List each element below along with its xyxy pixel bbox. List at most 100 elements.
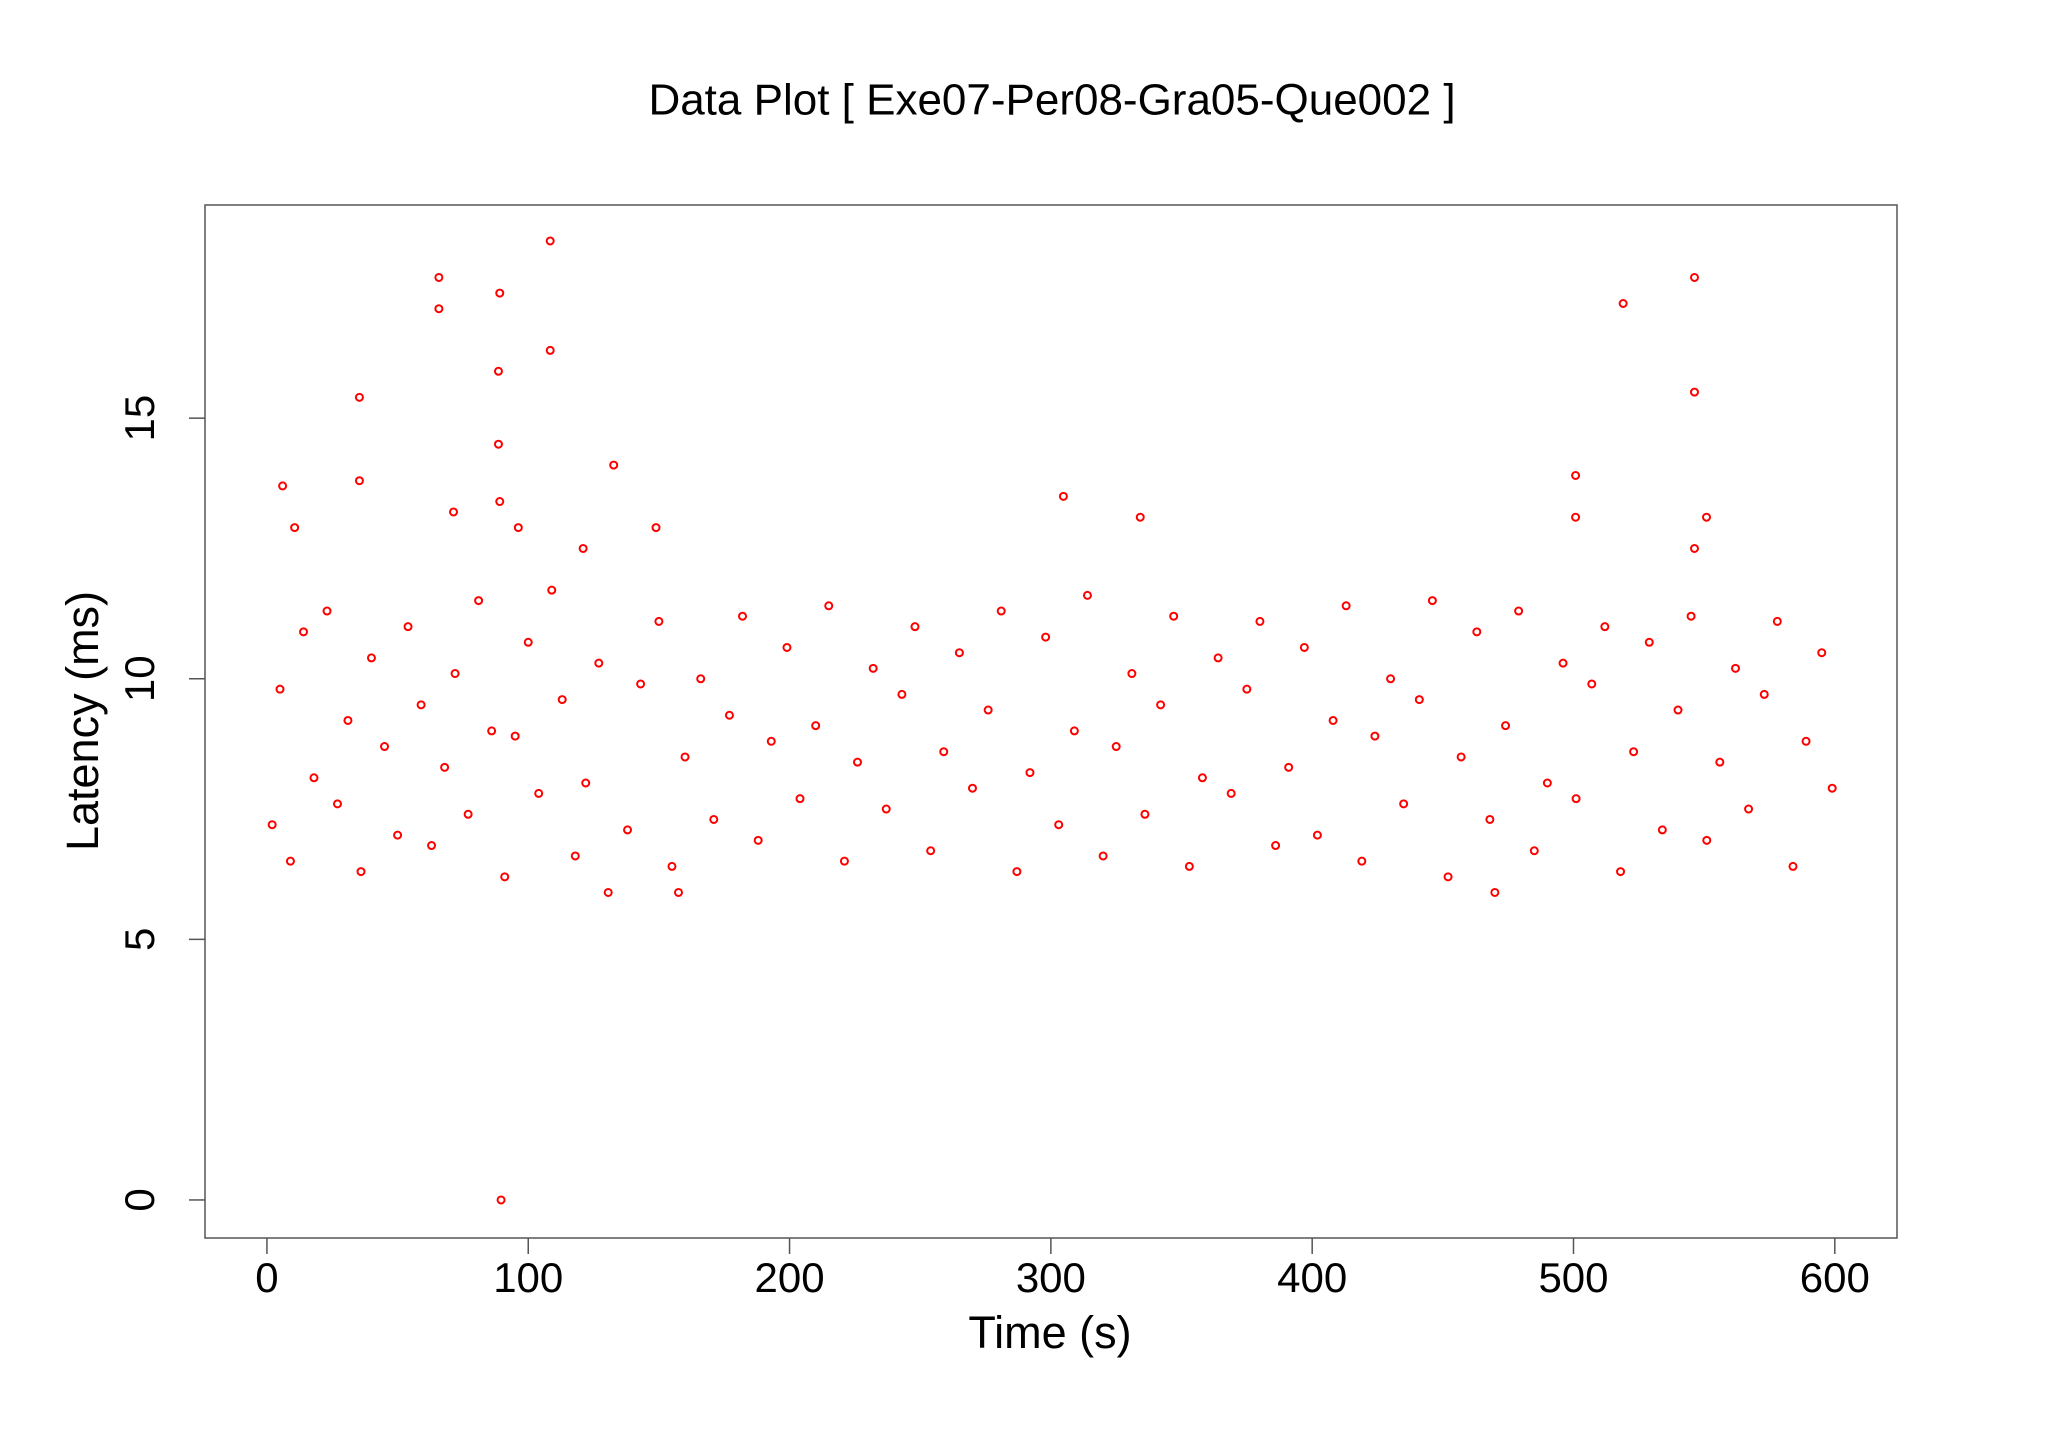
point — [495, 497, 505, 507]
point — [1370, 731, 1380, 741]
point — [1490, 887, 1500, 897]
point — [1127, 669, 1137, 679]
point — [1827, 783, 1837, 793]
point — [322, 606, 332, 616]
point — [926, 846, 936, 856]
point — [738, 611, 748, 621]
point — [594, 658, 604, 668]
point — [309, 773, 319, 783]
point — [278, 481, 288, 491]
point — [463, 809, 473, 819]
point — [557, 695, 567, 705]
point — [753, 835, 763, 845]
point — [1571, 470, 1581, 480]
point — [623, 825, 633, 835]
point — [1226, 788, 1236, 798]
point — [1213, 653, 1223, 663]
point — [380, 742, 390, 752]
point — [1399, 799, 1409, 809]
point — [1242, 684, 1252, 694]
point — [1271, 841, 1281, 851]
point — [513, 523, 523, 533]
point — [983, 705, 993, 715]
point — [493, 366, 503, 376]
point — [450, 669, 460, 679]
point — [1427, 596, 1437, 606]
point — [356, 867, 366, 877]
point — [1341, 601, 1351, 611]
y-tick-label: 5 — [116, 928, 163, 951]
point — [500, 872, 510, 882]
point — [523, 637, 533, 647]
x-tick-label: 500 — [1538, 1254, 1608, 1301]
point — [609, 460, 619, 470]
point — [1618, 299, 1628, 309]
point — [547, 585, 557, 595]
point — [1284, 762, 1294, 772]
point — [510, 731, 520, 741]
point — [1456, 752, 1466, 762]
point — [1156, 700, 1166, 710]
point — [709, 814, 719, 824]
point — [1357, 856, 1367, 866]
point — [636, 679, 646, 689]
point — [427, 841, 437, 851]
chart-title: Data Plot [ Exe07-Per08-Gra05-Que002 ] — [648, 76, 1455, 125]
point — [267, 820, 277, 830]
x-axis-label: Time (s) — [968, 1307, 1131, 1358]
point — [434, 272, 444, 282]
point — [570, 851, 580, 861]
point — [1111, 742, 1121, 752]
point — [996, 606, 1006, 616]
point — [534, 788, 544, 798]
point — [545, 236, 555, 246]
point — [1012, 867, 1022, 877]
point — [440, 762, 450, 772]
point — [1715, 757, 1725, 767]
point — [1702, 512, 1712, 522]
x-tick-label: 300 — [1016, 1254, 1086, 1301]
point — [1501, 721, 1511, 731]
point — [1098, 851, 1108, 861]
y-tick-label: 10 — [116, 655, 163, 702]
point — [1386, 674, 1396, 684]
point — [1759, 689, 1769, 699]
x-tick-label: 0 — [255, 1254, 278, 1301]
point — [1571, 512, 1581, 522]
point — [1414, 695, 1424, 705]
point — [1673, 705, 1683, 715]
point — [1135, 512, 1145, 522]
point — [1731, 663, 1741, 673]
point — [354, 392, 364, 402]
point — [1686, 611, 1696, 621]
point — [1772, 616, 1782, 626]
point — [1702, 835, 1712, 845]
point — [1184, 861, 1194, 871]
point — [1299, 642, 1309, 652]
point — [910, 622, 920, 632]
point — [839, 856, 849, 866]
point — [449, 507, 459, 517]
point — [897, 689, 907, 699]
y-tick-label: 15 — [116, 395, 163, 442]
plot-frame — [204, 204, 1898, 1239]
point — [651, 523, 661, 533]
point — [581, 778, 591, 788]
point — [416, 700, 426, 710]
point — [1054, 820, 1064, 830]
point — [1542, 778, 1552, 788]
point — [290, 523, 300, 533]
point — [1558, 658, 1568, 668]
y-axis-label: Latency (ms) — [57, 591, 108, 851]
point — [667, 861, 677, 871]
point — [696, 674, 706, 684]
point — [487, 726, 497, 736]
point — [1689, 543, 1699, 553]
point — [1817, 648, 1827, 658]
point — [578, 543, 588, 553]
point — [1328, 715, 1338, 725]
point — [393, 830, 403, 840]
point — [967, 783, 977, 793]
